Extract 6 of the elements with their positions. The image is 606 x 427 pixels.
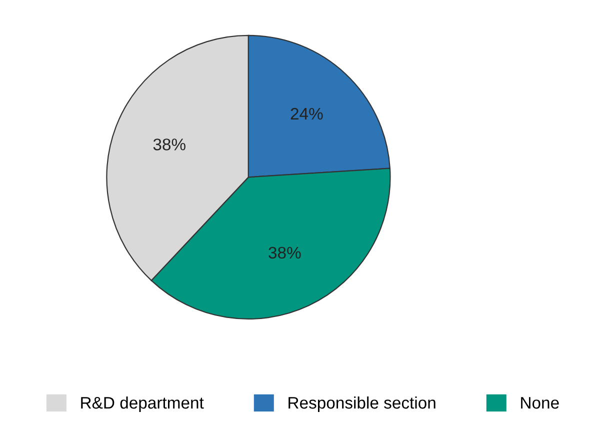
data-label: 38%: [268, 246, 301, 259]
legend-label: R&D department: [81, 396, 204, 412]
data-label: 24%: [290, 108, 323, 120]
data-label: 38%: [153, 138, 186, 150]
legend-label: Responsible section: [288, 396, 436, 412]
legend-label: None: [521, 397, 559, 409]
